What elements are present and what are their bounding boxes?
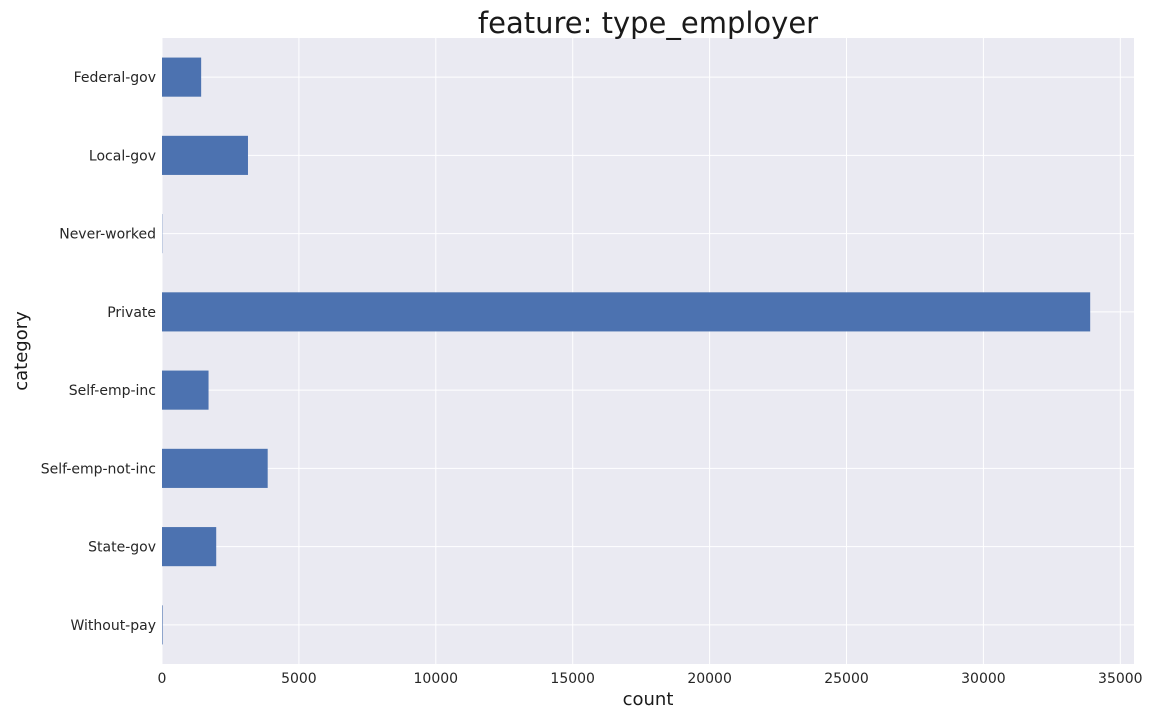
y-tick-labels: Federal-gov Local-gov Never-worked Private S… (41, 70, 156, 634)
x-tick-label: 5000 (281, 671, 317, 687)
y-tick-label: Never-worked (59, 227, 156, 243)
y-tick-label: Self-emp-inc (69, 383, 156, 399)
plot-area (162, 38, 1134, 664)
x-tick-label: 30000 (961, 671, 1006, 687)
y-tick-label: Without-pay (70, 618, 156, 634)
y-axis-label: category (11, 311, 32, 391)
bars (162, 57, 1091, 645)
x-tick-label: 20000 (687, 671, 732, 687)
bar-self-emp-not-inc (162, 448, 268, 488)
y-tick-label: Local-gov (89, 148, 156, 164)
y-tick-label: State-gov (88, 540, 156, 556)
bar-private (162, 292, 1091, 332)
x-tick-label: 15000 (550, 671, 595, 687)
y-tick-label: Self-emp-not-inc (41, 461, 156, 477)
bar-without-pay (162, 605, 163, 645)
x-axis-label: count (623, 689, 674, 710)
x-tick-label: 0 (158, 671, 167, 687)
x-tick-label: 25000 (824, 671, 869, 687)
x-tick-label: 10000 (414, 671, 459, 687)
x-tick-labels: 0 5000 10000 15000 20000 25000 30000 35000 (158, 671, 1143, 687)
chart-title: feature: type_employer (478, 6, 818, 40)
x-tick-label: 35000 (1098, 671, 1143, 687)
bar-federal-gov (162, 57, 202, 97)
y-tick-label: Private (107, 305, 156, 321)
bar-state-gov (162, 527, 217, 567)
x-gridlines (161, 38, 1121, 664)
y-tick-label: Federal-gov (74, 70, 156, 86)
bar-local-gov (162, 135, 248, 175)
bar-self-emp-inc (162, 370, 209, 410)
